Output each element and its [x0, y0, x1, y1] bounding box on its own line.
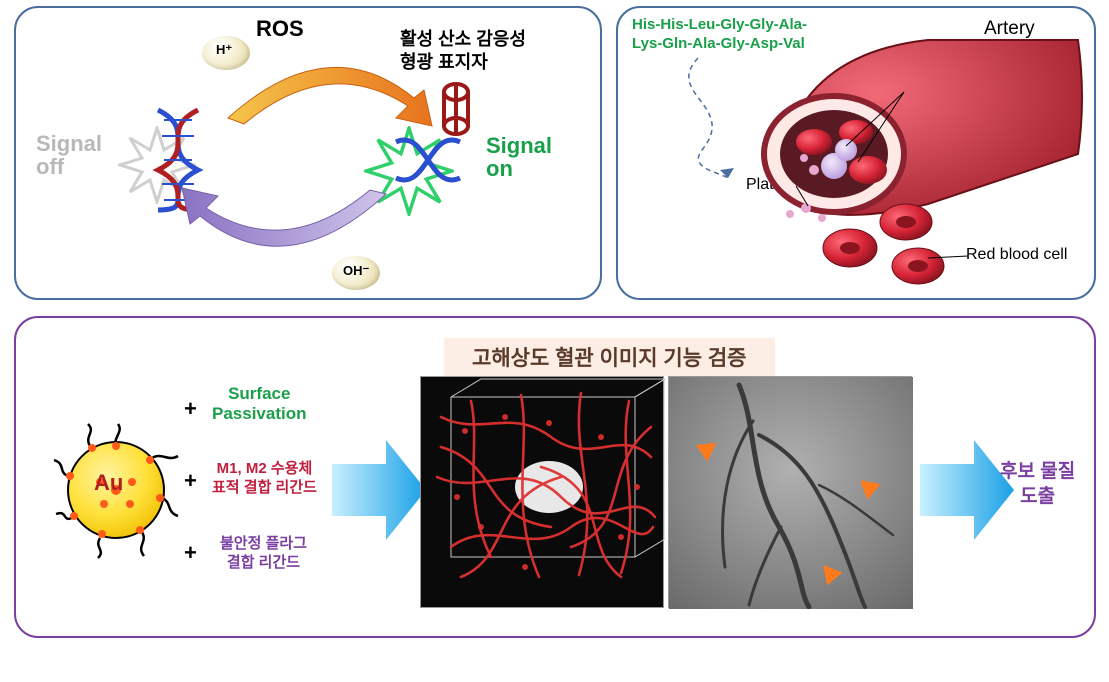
- signal-off-l1: Signal: [36, 132, 102, 155]
- unstable-l2: 결합 리간드: [220, 554, 307, 573]
- au-label: Au: [94, 470, 123, 496]
- process-arrow-left-icon: [332, 436, 426, 544]
- sp-l1: Surface: [212, 384, 307, 404]
- candidate-output-label: 후보 물질 도출: [1000, 460, 1075, 509]
- m1m2-l2: 표적 결합 리간드: [212, 479, 317, 498]
- peptide-l1: His-His-Leu-Gly-Gly-Ala-: [632, 16, 807, 35]
- surface-passivation-label: Surface Passivation: [212, 384, 307, 423]
- plus-1: +: [184, 396, 197, 422]
- signal-off-label: Signal off: [36, 132, 102, 178]
- angiogram-image: [668, 376, 912, 608]
- signal-on-l2: on: [486, 157, 552, 180]
- vessel-imaging-title: 고해상도 혈관 이미지 기능 검증: [444, 338, 775, 376]
- sp-l2: Passivation: [212, 404, 307, 424]
- ros-title: ROS: [256, 16, 304, 42]
- artery-panel: His-His-Leu-Gly-Gly-Ala- Lys-Gln-Ala-Gly…: [616, 6, 1096, 300]
- workflow-panel: Au + + + Surface Passivation M1, M2 수용체 …: [14, 316, 1096, 638]
- ros-sensor-panel: ROS 활성 산소 감응성 형광 표지자 Signal off Signal o…: [14, 6, 602, 300]
- unstable-l1: 불안정 플라그: [220, 535, 307, 554]
- signal-on-label: Signal on: [486, 134, 552, 180]
- plus-3: +: [184, 540, 197, 566]
- m1m2-l1: M1, M2 수용체: [212, 460, 317, 479]
- candidate-l1: 후보 물질: [1000, 460, 1075, 485]
- vessel-3d-image: [420, 376, 664, 608]
- fluor-marker-icon: [434, 78, 478, 142]
- artery-cutaway-icon: [718, 34, 1088, 296]
- m1m2-ligand-label: M1, M2 수용체 표적 결합 리간드: [212, 460, 317, 498]
- oxidation-arrow-icon: [218, 48, 438, 138]
- plus-2: +: [184, 468, 197, 494]
- candidate-l2: 도출: [1000, 485, 1075, 510]
- signal-on-l1: Signal: [486, 134, 552, 157]
- signal-off-l2: off: [36, 155, 102, 178]
- reduction-arrow-icon: [176, 174, 396, 274]
- unstable-plaque-ligand-label: 불안정 플라그 결합 리간드: [220, 535, 307, 573]
